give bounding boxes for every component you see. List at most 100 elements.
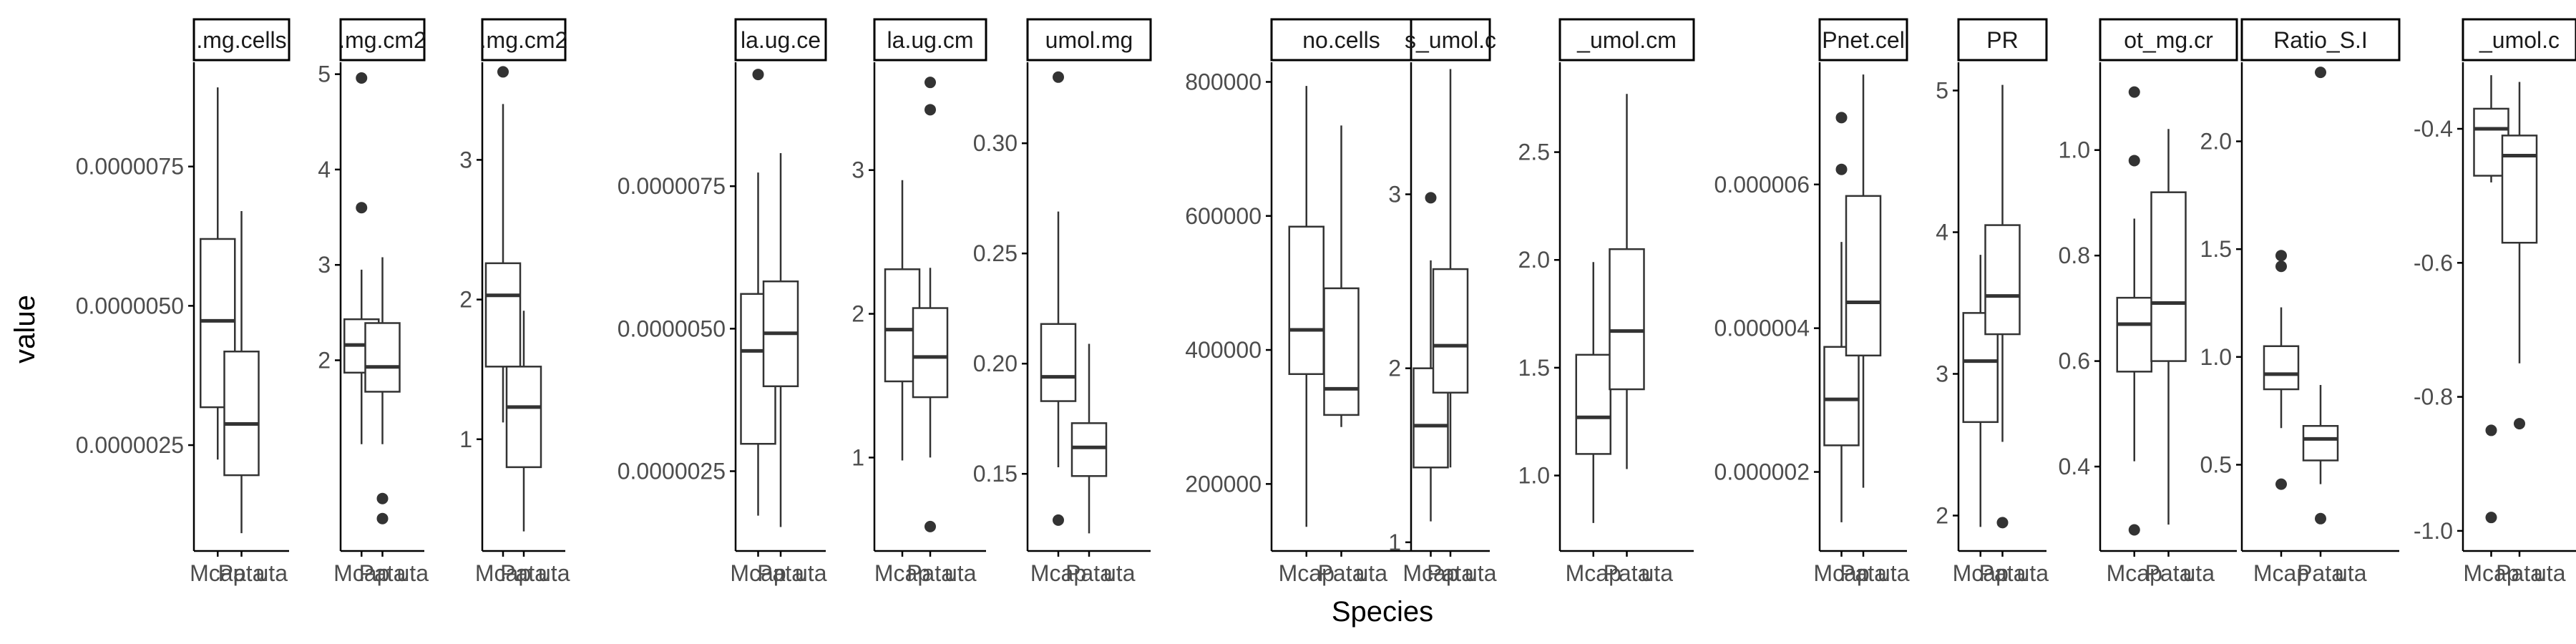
y-tick-label: 1.5 [2200, 236, 2232, 262]
box-pacuta [912, 77, 949, 532]
y-tick-label: 1.0 [2059, 137, 2090, 163]
x-tick-label: Pata [1840, 560, 1887, 586]
outlier-point [1425, 192, 1437, 204]
box-iqr [223, 350, 260, 477]
outlier-point [2514, 418, 2525, 430]
x-tick-label: uta [1465, 560, 1497, 586]
facet-strip [1410, 18, 1491, 62]
x-tick-label: uta [1641, 560, 1674, 586]
y-tick-label: 1.0 [2200, 344, 2232, 370]
box-iqr [1845, 195, 1882, 357]
outlier-point [2128, 524, 2140, 536]
outlier-point [2128, 86, 2140, 98]
facet-strip-label: _umol.c [2479, 27, 2560, 53]
facet-strip [873, 18, 987, 62]
x-tick-label: Mcap [190, 560, 245, 586]
y-tick-label: 0.0000025 [76, 432, 184, 458]
outlier-point [2485, 424, 2497, 436]
y-tick-label: 3 [1388, 182, 1401, 208]
y-axis-title: value [9, 295, 41, 364]
box-mcap [1962, 255, 1999, 527]
outlier-point [2485, 512, 2497, 524]
x-tick-label: Mcap [475, 560, 531, 586]
facet-panel: Pnet.cel 0.000002 0.000004 0.000006 McapPata… [1714, 18, 1910, 586]
x-tick-label: Mcap [1030, 560, 1086, 586]
box-iqr [912, 307, 949, 399]
box-pacuta [762, 153, 799, 527]
facet-strip [2099, 18, 2238, 62]
box-mcap [484, 66, 522, 423]
box-iqr [1823, 346, 1860, 447]
facet-panel: la.ug.ce 0.0000025 0.0000050 0.0000075 McapP… [618, 18, 827, 586]
y-tick-label: 1 [852, 444, 864, 470]
x-tick-label: Pata [757, 560, 804, 586]
y-tick-label: 2.5 [1518, 140, 1550, 165]
x-tick-label: Pata [1427, 560, 1474, 586]
outlier-point [924, 104, 936, 116]
outlier-point [356, 202, 368, 214]
facet-strip-label: s_umol.c [1405, 27, 1496, 53]
outlier-point [356, 72, 368, 84]
box-iqr [484, 262, 522, 368]
outlier-point [752, 69, 764, 81]
facet-strip-label: Ratio_S.I [2273, 27, 2368, 53]
outlier-point [2315, 67, 2326, 79]
outlier-point [1053, 71, 1064, 83]
box-iqr [1984, 224, 2021, 336]
outlier-point [376, 512, 389, 525]
x-tick-label: uta [945, 560, 977, 586]
box-pacuta [1984, 84, 2021, 529]
facet-strip [734, 18, 827, 62]
y-tick-label: 2 [1936, 503, 1948, 529]
box-iqr [1070, 422, 1108, 477]
box-iqr [364, 322, 401, 393]
x-tick-label: uta [397, 560, 429, 586]
y-tick-label: 5 [318, 62, 331, 87]
box-iqr [2150, 191, 2187, 362]
box-pacuta [1323, 125, 1360, 427]
x-tick-label: uta [1103, 560, 1136, 586]
x-tick-label: Mcap [1813, 560, 1869, 586]
x-tick-label: Pata [2145, 560, 2192, 586]
y-tick-label: 3 [318, 252, 331, 278]
facet-strip [1558, 18, 1695, 62]
y-tick-label: -0.4 [2414, 116, 2453, 142]
outlier-point [1053, 514, 1064, 526]
box-pacuta [223, 211, 260, 534]
x-tick-label: Mcap [333, 560, 389, 586]
x-tick-label: uta [795, 560, 827, 586]
y-tick-label: 0.20 [973, 351, 1018, 376]
facet-strip [1957, 18, 2048, 62]
x-tick-label: Mcap [1953, 560, 2009, 586]
y-tick-label: 2 [852, 301, 864, 327]
box-iqr [2116, 296, 2152, 373]
outlier-point [2275, 250, 2287, 262]
y-tick-label: 0.8 [2059, 243, 2090, 268]
x-tick-label: uta [2183, 560, 2215, 586]
box-pacuta [2501, 82, 2538, 430]
outlier-point [1835, 163, 1848, 175]
y-tick-label: 400000 [1185, 337, 1262, 363]
x-tick-label: Pata [359, 560, 406, 586]
y-tick-label: 2 [459, 287, 472, 313]
box-pacuta [505, 311, 542, 532]
x-tick-label: Pata [500, 560, 547, 586]
facet-strip-label: .mg.cm2 [338, 27, 426, 53]
outlier-point [376, 492, 389, 504]
facet-strip [1818, 18, 1908, 62]
facet-strip [2240, 18, 2401, 62]
box-mcap [1040, 71, 1077, 526]
outlier-point [2315, 512, 2326, 525]
box-iqr [2302, 424, 2339, 462]
y-tick-label: 4 [318, 157, 331, 182]
box-iqr [2501, 135, 2538, 244]
x-tick-label: Mcap [1279, 560, 1335, 586]
box-iqr [1288, 225, 1324, 376]
y-tick-label: 0.0000075 [618, 173, 726, 199]
outlier-point [2275, 260, 2287, 273]
